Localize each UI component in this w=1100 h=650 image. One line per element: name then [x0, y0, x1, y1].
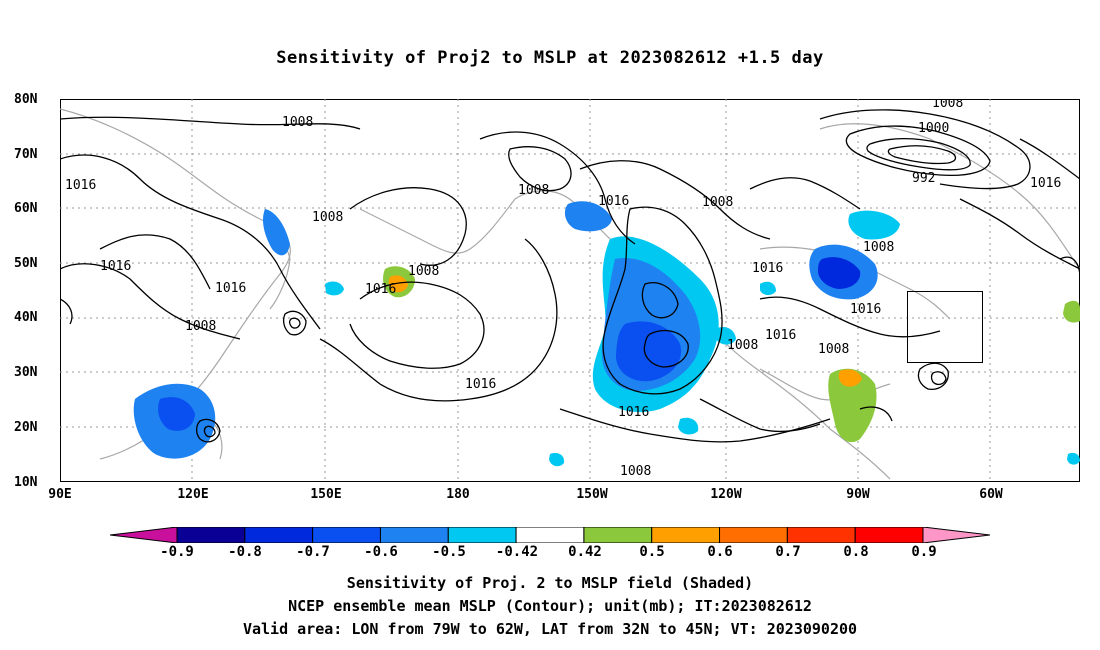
- contour-label: 1016: [1030, 176, 1061, 191]
- contour-label: 1016: [365, 282, 396, 297]
- colorbar-label: 0.5: [639, 544, 665, 560]
- colorbar-swatch: [110, 527, 178, 543]
- shade-small-2: [760, 281, 776, 296]
- colorbar-swatch: [854, 527, 924, 543]
- colorbar-label: -0.42: [495, 544, 539, 560]
- contour-label: 1008: [702, 195, 733, 210]
- lon-label: 180: [446, 487, 470, 502]
- contour-label: 1008: [185, 319, 216, 334]
- contour-label: 1016: [465, 377, 496, 392]
- colorbar: [110, 527, 990, 543]
- lon-label: 120E: [177, 487, 209, 502]
- contour-label: 1008: [518, 183, 549, 198]
- shade-green-gulf: [828, 368, 877, 443]
- contour-label: 992: [912, 171, 935, 186]
- contour-label: 1016: [215, 281, 246, 296]
- lon-label: 150W: [576, 487, 608, 502]
- colorbar-swatch: [447, 527, 517, 543]
- colorbar-label: -0.5: [432, 544, 466, 560]
- colorbar-swatch: [244, 527, 314, 543]
- colorbar-swatch: [786, 527, 856, 543]
- shaded-sensitivity: [133, 201, 1080, 467]
- lat-label: 80N: [14, 92, 38, 107]
- shade-small-1: [325, 281, 344, 296]
- contour-label: 1008: [727, 338, 758, 353]
- lat-label: 70N: [14, 147, 38, 162]
- colorbar-swatch: [651, 527, 721, 543]
- lon-label: 90E: [48, 487, 72, 502]
- lat-label: 20N: [14, 420, 38, 435]
- lat-label: 40N: [14, 310, 38, 325]
- shade-green-east: [1063, 300, 1080, 323]
- chart-title: Sensitivity of Proj2 to MSLP at 20230826…: [276, 48, 824, 68]
- contour-label: 1008: [818, 342, 849, 357]
- shade-small-5: [549, 453, 565, 467]
- mslp-contours: [60, 109, 1080, 443]
- colorbar-label: 0.9: [911, 544, 937, 560]
- contour-label: 1016: [598, 194, 629, 209]
- colorbar-label: 0.42: [568, 544, 602, 560]
- contour-label: 1008: [312, 210, 343, 225]
- shade-small-4: [678, 417, 699, 435]
- shade-orange-central: [388, 275, 408, 293]
- shade-atlantic-core: [818, 257, 861, 289]
- contour-label-group: 1008 1016 1008 1016 1008 1016 1008 1008 …: [65, 99, 1061, 479]
- contour-label: 1016: [752, 261, 783, 276]
- contour-label: 1008: [620, 464, 651, 479]
- contour-label: 1000: [918, 121, 949, 136]
- valid-area-box: [907, 291, 983, 363]
- shade-orange-gulf: [838, 369, 862, 387]
- lon-label: 90W: [846, 487, 870, 502]
- shade-japan: [262, 209, 290, 256]
- shade-pacific-core: [615, 321, 682, 382]
- contour-label: 1016: [850, 302, 881, 317]
- contour-label: 1008: [282, 115, 313, 130]
- shade-small-6: [1067, 452, 1080, 465]
- contour-label: 1016: [765, 328, 796, 343]
- colorbar-label: -0.9: [160, 544, 194, 560]
- contour-label: 1016: [65, 178, 96, 193]
- colorbar-swatch: [583, 527, 653, 543]
- map-frame: [60, 99, 1080, 482]
- colorbar-swatch: [922, 527, 990, 543]
- colorbar-label: 0.8: [843, 544, 869, 560]
- lon-label: 120W: [710, 487, 742, 502]
- caption-line-1: Sensitivity of Proj. 2 to MSLP field (Sh…: [346, 574, 754, 592]
- colorbar-swatch: [176, 527, 246, 543]
- contour-label: 1016: [100, 259, 131, 274]
- lat-label: 30N: [14, 365, 38, 380]
- lon-label: 60W: [979, 487, 1003, 502]
- caption-line-3: Valid area: LON from 79W to 62W, LAT fro…: [242, 620, 858, 638]
- map-canvas: 1008 1016 1008 1016 1008 1016 1008 1008 …: [60, 99, 1080, 482]
- shade-westpac-core: [158, 397, 195, 431]
- contour-label: 1008: [408, 264, 439, 279]
- lon-label: 150E: [310, 487, 342, 502]
- contour-label: 1008: [863, 240, 894, 255]
- contour-label: 1016: [618, 405, 649, 420]
- colorbar-label: 0.7: [775, 544, 801, 560]
- colorbar-label: -0.8: [228, 544, 262, 560]
- colorbar-label: -0.6: [364, 544, 398, 560]
- shade-atlantic-top: [848, 210, 900, 240]
- contour-label: 1008: [932, 99, 963, 111]
- colorbar-label: 0.6: [707, 544, 733, 560]
- colorbar-label: -0.7: [296, 544, 330, 560]
- lat-label: 50N: [14, 256, 38, 271]
- colorbar-swatch: [719, 527, 788, 543]
- lat-label: 10N: [14, 475, 38, 490]
- caption-line-2: NCEP ensemble mean MSLP (Contour); unit(…: [288, 597, 812, 615]
- colorbar-swatch: [312, 527, 381, 543]
- shade-pacific-top: [564, 201, 612, 232]
- lat-label: 60N: [14, 201, 38, 216]
- colorbar-swatch: [379, 527, 449, 543]
- colorbar-swatch: [515, 527, 585, 543]
